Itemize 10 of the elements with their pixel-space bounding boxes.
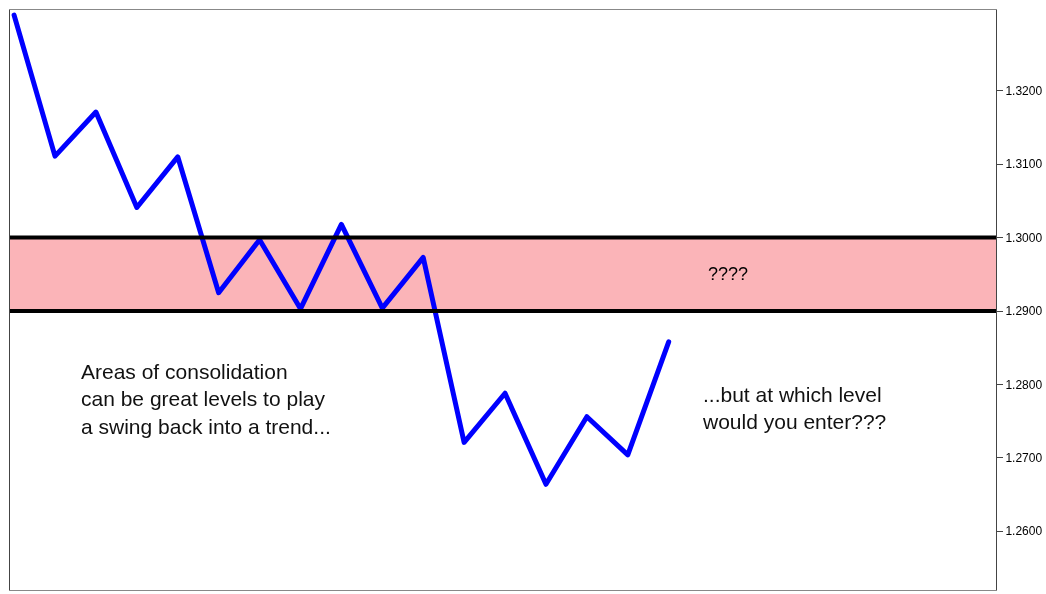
y-tick-label: 1.2600 [1005,524,1043,539]
y-tick-label: 1.3100 [1005,157,1043,172]
text: ...but at which level would you enter??? [702,383,887,434]
annotation: Areas of consolidation can be great levels to play a swing back into a trend... [81,360,331,438]
y-tick-label: 1.3000 [1005,230,1043,245]
y-tick-label: 1.2700 [1005,451,1043,466]
band-label: ???? [708,264,749,284]
y-tick-label: 1.2800 [1005,377,1043,392]
y-tick-label: 1.3200 [1005,83,1043,98]
y-tick-label: 1.2900 [1005,304,1043,319]
